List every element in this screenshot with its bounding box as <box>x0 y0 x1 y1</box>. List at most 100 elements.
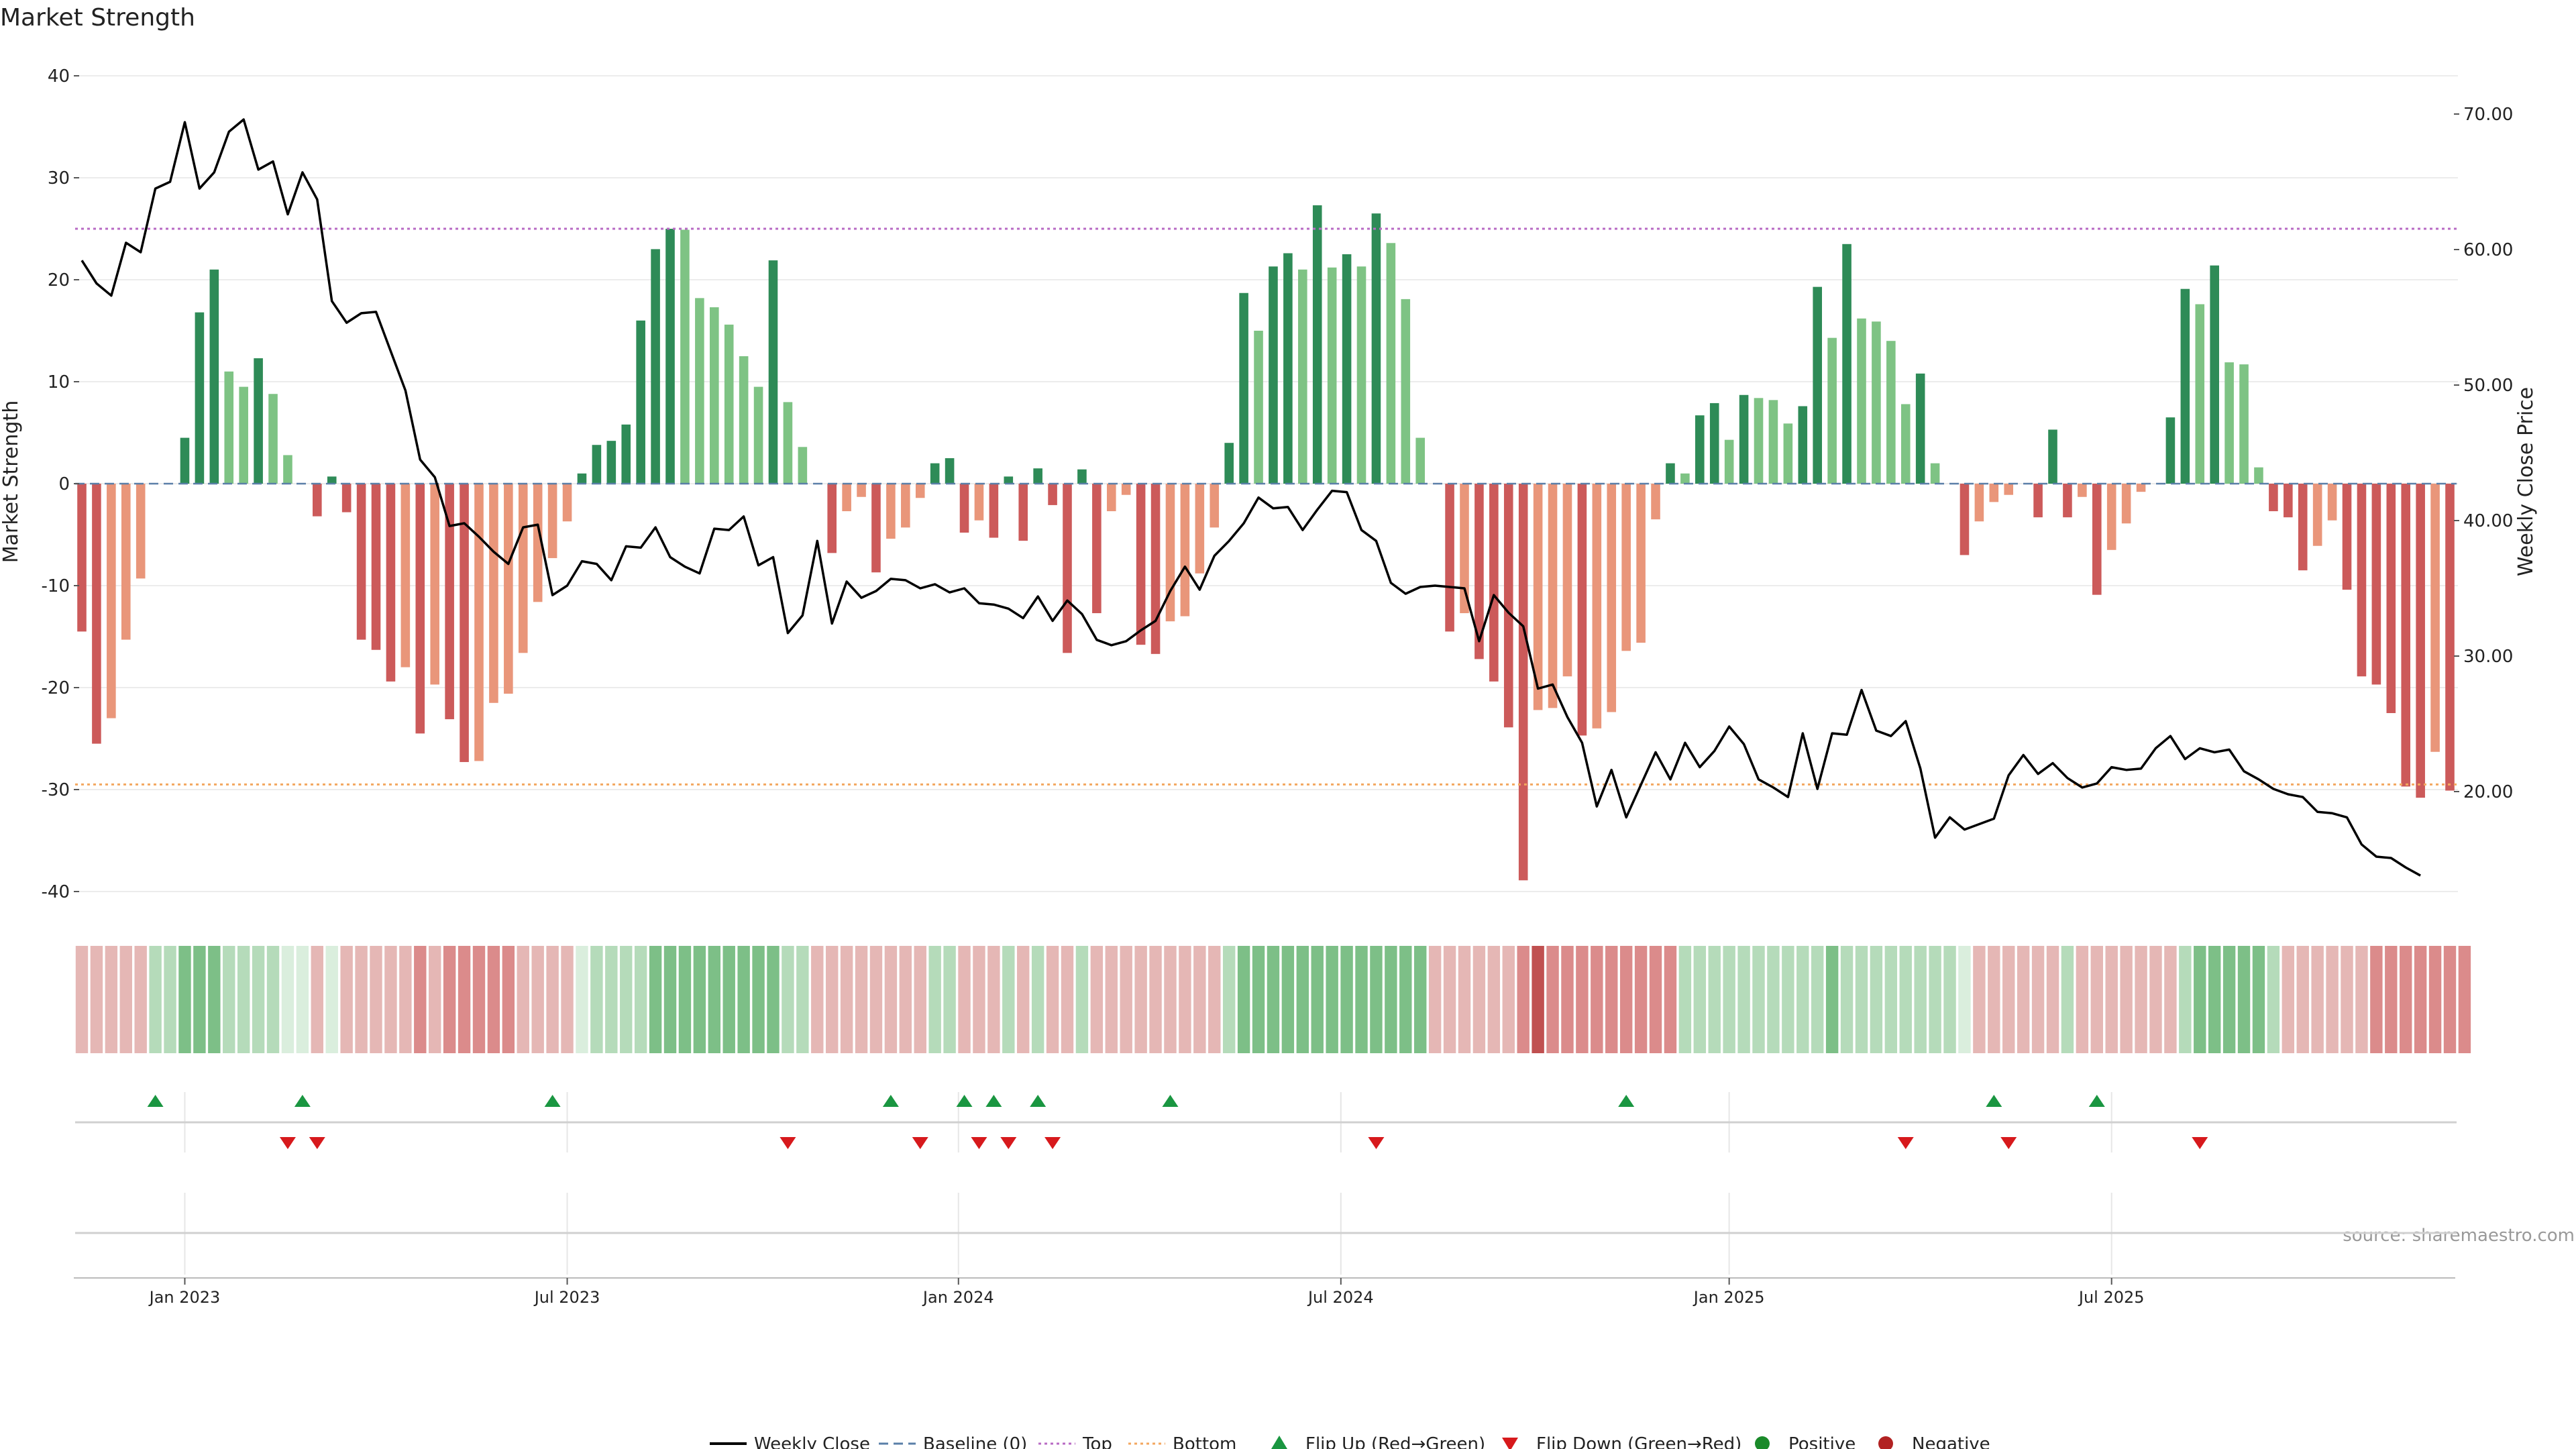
strength-bar <box>621 424 631 484</box>
strength-bar <box>974 484 984 521</box>
strength-bar <box>1092 484 1102 614</box>
heat-cell <box>1958 946 1971 1053</box>
strength-bar <box>1283 253 1293 484</box>
heat-cell <box>1311 946 1324 1053</box>
legend-label: Negative <box>1912 1434 1990 1449</box>
heat-cell <box>2385 946 2398 1053</box>
strength-bar <box>1474 484 1484 659</box>
strength-bar <box>1018 484 1028 541</box>
heat-cell <box>1840 946 1854 1053</box>
strength-bar <box>92 484 101 744</box>
strength-bar <box>1783 423 1793 484</box>
flip-up-marker <box>1618 1095 1635 1107</box>
y-tick-label: -20 <box>42 678 70 698</box>
heat-cell <box>517 946 529 1053</box>
strength-bar <box>1210 484 1220 528</box>
strength-bar <box>2210 265 2219 484</box>
strength-bar <box>1798 406 1808 484</box>
strength-bar <box>930 463 940 484</box>
strength-bar <box>2165 417 2176 484</box>
heat-cell <box>208 946 221 1053</box>
heat-cell <box>708 946 721 1053</box>
source-note: source: sharemaestro.com <box>2343 1226 2575 1246</box>
strength-bar <box>2327 484 2337 521</box>
strength-bar <box>1033 468 1042 484</box>
strength-bar <box>1533 484 1543 710</box>
strength-bar <box>2195 304 2205 484</box>
heat-cell <box>502 946 515 1053</box>
strength-bar <box>768 260 778 484</box>
heat-cell <box>1943 946 1956 1053</box>
heat-cell <box>370 946 382 1053</box>
heat-cell <box>958 946 971 1053</box>
strength-bar <box>989 484 999 538</box>
heat-cell <box>1017 946 1030 1053</box>
heat-cell <box>119 946 132 1053</box>
y-axis-label: Market Strength <box>0 400 23 563</box>
flip-up-marker <box>882 1095 899 1107</box>
strength-bar <box>2092 484 2102 595</box>
heat-cell <box>1693 946 1707 1053</box>
strength-bar <box>1960 484 1970 555</box>
flip-down-marker <box>2192 1137 2208 1149</box>
legend-label: Positive <box>1788 1434 1856 1449</box>
y-tick-label: -40 <box>42 882 70 902</box>
heat-cell <box>811 946 824 1053</box>
flip-down-marker <box>1897 1137 1914 1149</box>
flip-down-marker <box>1044 1137 1061 1149</box>
heat-cell <box>134 946 147 1053</box>
heat-cell <box>1208 946 1221 1053</box>
heat-cell <box>1267 946 1280 1053</box>
strength-bar <box>1077 469 1087 484</box>
heat-cell <box>590 946 603 1053</box>
strength-bar <box>636 320 645 484</box>
flip-up-marker <box>544 1095 561 1107</box>
strength-bar <box>1900 404 1911 484</box>
strength-bar <box>1489 484 1499 682</box>
heat-cell <box>678 946 692 1053</box>
heat-cell <box>1296 946 1309 1053</box>
heat-cell <box>1591 946 1603 1053</box>
strength-bar <box>1621 484 1631 651</box>
heat-cell <box>1355 946 1368 1053</box>
heat-cell <box>487 946 500 1053</box>
strength-bar <box>430 484 440 685</box>
heat-cell <box>1179 946 1191 1053</box>
strength-bar <box>2121 484 2131 524</box>
flip-up-marker <box>1030 1095 1046 1107</box>
strength-bar <box>283 455 292 484</box>
strength-bar <box>945 458 955 484</box>
strength-bar <box>739 356 749 484</box>
heat-cell <box>1855 946 1868 1053</box>
heat-cell <box>1708 946 1721 1053</box>
heat-cell <box>869 946 883 1053</box>
strength-bar <box>827 484 837 553</box>
heat-cell <box>458 946 471 1053</box>
flip-down-marker <box>1000 1137 1017 1149</box>
heat-cell <box>2428 946 2442 1053</box>
flip-up-marker <box>985 1095 1002 1107</box>
heat-cell <box>164 946 176 1053</box>
strength-bar <box>651 249 660 484</box>
strength-bar <box>2312 484 2322 546</box>
y2-tick-label: 20.00 <box>2463 782 2513 802</box>
legend-label: Flip Up (Red→Green) <box>1305 1434 1485 1449</box>
heat-cell <box>2105 946 2118 1053</box>
strength-bar <box>2298 484 2308 571</box>
strength-bar <box>1371 213 1381 484</box>
strength-bar <box>1827 337 1837 484</box>
heat-cell <box>1870 946 1883 1053</box>
heat-cell <box>546 946 559 1053</box>
heat-cell <box>90 946 103 1053</box>
strength-bar <box>371 484 381 650</box>
heat-cell <box>1517 946 1529 1053</box>
strength-bar <box>2033 484 2043 518</box>
heat-cell <box>2237 946 2251 1053</box>
heat-cell <box>1561 946 1574 1053</box>
strength-bar <box>518 484 528 653</box>
strength-bar <box>121 484 131 640</box>
strength-bar <box>341 484 352 513</box>
heat-cell <box>384 946 397 1053</box>
heat-cell <box>2002 946 2015 1053</box>
x-tick-label: Jul 2024 <box>1307 1288 1374 1307</box>
